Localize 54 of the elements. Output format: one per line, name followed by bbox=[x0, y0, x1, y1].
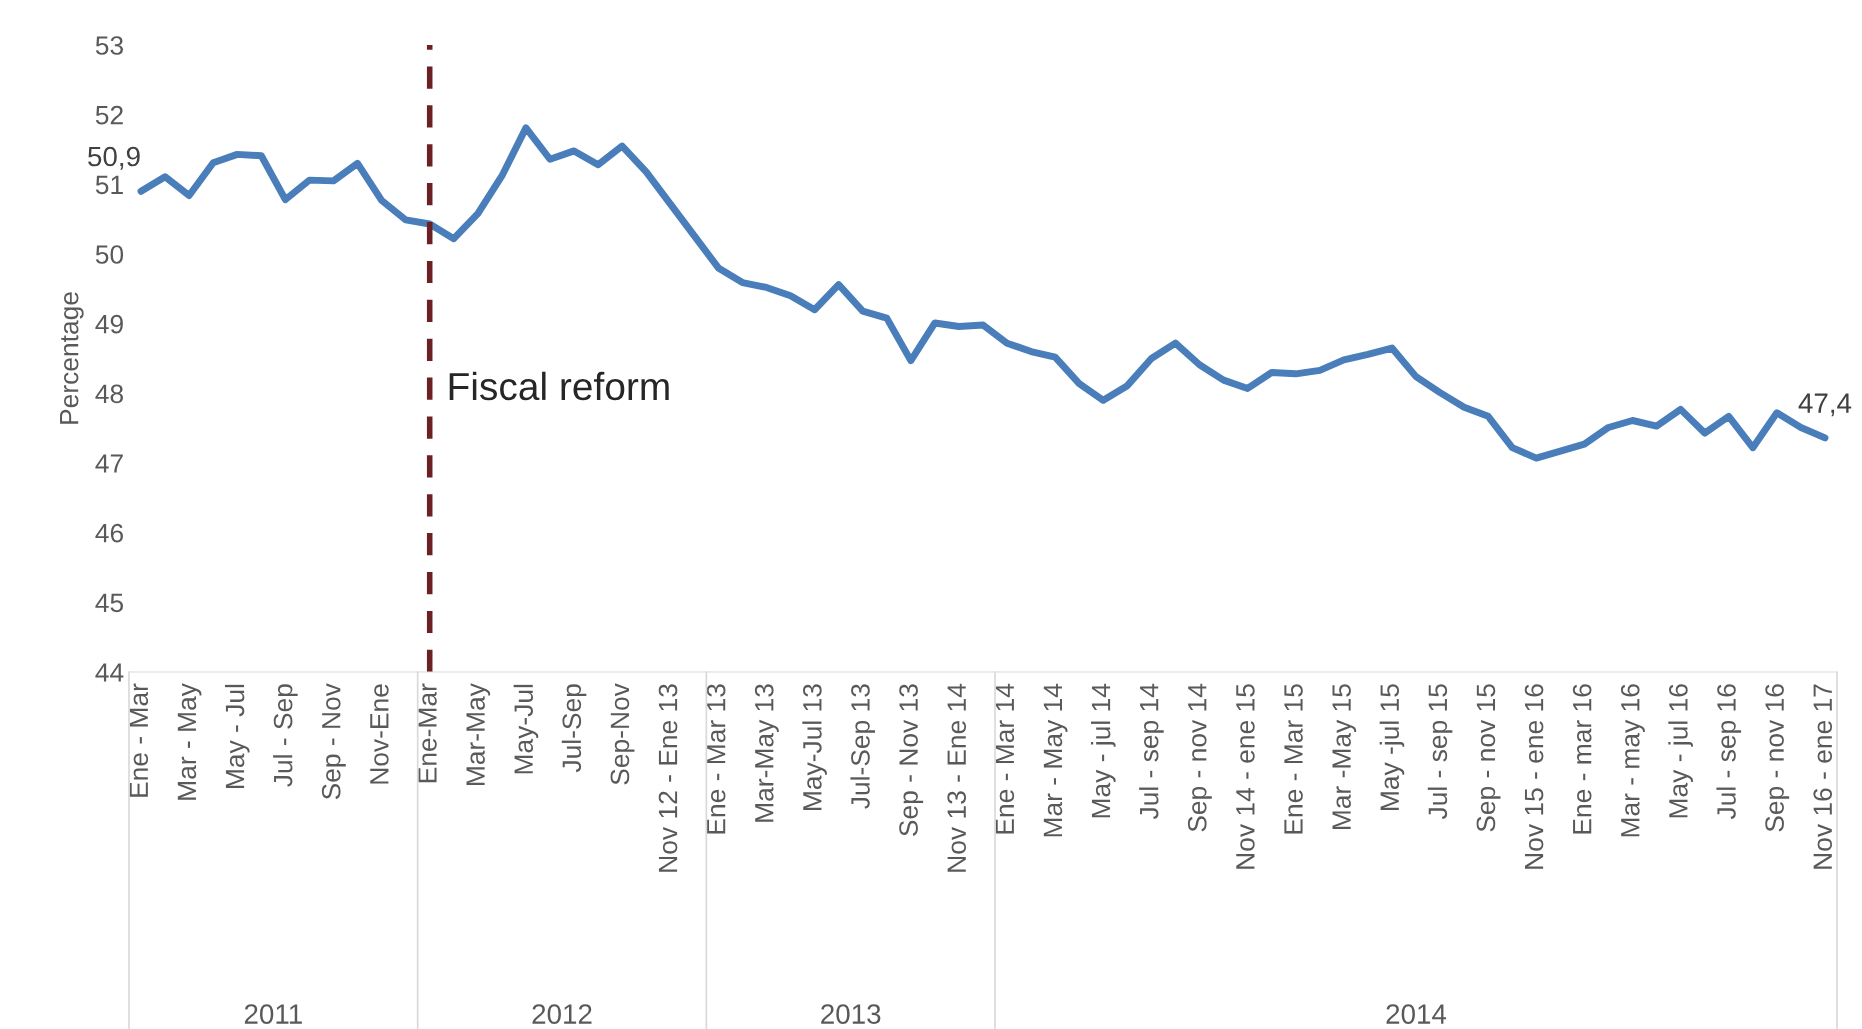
x-tick-label: Ene - Mar bbox=[129, 683, 149, 797]
x-tick-label: Mar - May bbox=[177, 683, 202, 800]
x-tick-label: Sep - nov 14 bbox=[1187, 683, 1212, 832]
x-tick-label: May -jul 15 bbox=[1379, 684, 1405, 810]
y-tick-label: 49 bbox=[95, 314, 123, 334]
y-tick-label: 52 bbox=[95, 105, 123, 125]
x-tick-label: May - Jul bbox=[224, 684, 250, 788]
data-label: 50,9 bbox=[88, 146, 140, 170]
y-tick-label: 44 bbox=[95, 663, 124, 682]
x-tick-label: Nov 14 - ene 15 bbox=[1236, 684, 1255, 869]
x-tick-label: Ene-Mar bbox=[418, 683, 437, 783]
text: 2012 bbox=[532, 1004, 592, 1024]
x-tick-label: Sep - Nov bbox=[321, 683, 346, 800]
y-tick-label: 51 bbox=[95, 175, 123, 195]
x-tick-label: Ene - Mar 13 bbox=[706, 684, 726, 834]
x-tick-label: Ene - Mar 15 bbox=[1284, 684, 1303, 834]
x-tick-label: Jul-Sep 13 bbox=[850, 684, 876, 809]
x-tick-label: Nov-Ene bbox=[370, 684, 389, 784]
x-tick-label: Jul - sep 14 bbox=[1139, 683, 1164, 820]
x-tick-label: Jul - sep 16 bbox=[1716, 684, 1742, 820]
y-tick-label: 45 bbox=[95, 593, 124, 613]
x-tick-label: Sep - nov 16 bbox=[1765, 684, 1790, 832]
x-tick-label: Sep - nov 15 bbox=[1476, 684, 1501, 832]
x-tick-label: May - jul 16 bbox=[1668, 684, 1693, 818]
x-tick-label: Mar-May bbox=[466, 683, 491, 786]
x-tick-label: Ene - Mar 14 bbox=[995, 683, 1015, 834]
x-tick-label: Jul - Sep bbox=[273, 684, 298, 787]
text: 2013 bbox=[821, 1004, 881, 1024]
x-tick-label: Ene - mar 16 bbox=[1572, 684, 1592, 834]
x-tick-label: Jul-Sep bbox=[561, 684, 587, 773]
x-tick-label: Mar - may 16 bbox=[1620, 684, 1645, 837]
x-tick-label: Mar-May 13 bbox=[754, 684, 779, 822]
y-tick-label: 48 bbox=[95, 384, 123, 404]
ref-line-label: Fiscal reform bbox=[449, 371, 669, 401]
text: 2014 bbox=[1386, 1004, 1447, 1024]
x-tick-label: Mar -May 15 bbox=[1332, 684, 1357, 830]
x-tick-label: May - jul 14 bbox=[1090, 683, 1116, 818]
x-tick-label: Sep - Nov 13 bbox=[899, 684, 924, 836]
text: 2011 bbox=[244, 1004, 302, 1024]
x-tick-label: Sep-Nov bbox=[610, 683, 635, 785]
y-axis-title: Percentage bbox=[60, 292, 84, 424]
y-tick-label: 50 bbox=[95, 245, 124, 264]
x-tick-label: May-Jul 13 bbox=[802, 684, 827, 810]
x-tick-label: Nov 15 - ene 16 bbox=[1524, 684, 1544, 869]
y-tick-label: 46 bbox=[95, 523, 123, 543]
data-label: 47,4 bbox=[1798, 393, 1852, 417]
x-tick-label: Nov 16 - ene 17 bbox=[1813, 684, 1833, 869]
x-tick-label: Nov 12 - Ene 13 bbox=[658, 684, 678, 872]
x-tick-label: Nov 13 - Ene 14 bbox=[947, 683, 967, 872]
x-tick-label: Mar - May 14 bbox=[1043, 683, 1068, 837]
y-tick-label: 53 bbox=[95, 36, 123, 55]
y-tick-label: 47 bbox=[95, 454, 123, 473]
x-tick-label: Jul - sep 15 bbox=[1427, 684, 1453, 820]
x-tick-label: May-Jul bbox=[513, 684, 539, 774]
